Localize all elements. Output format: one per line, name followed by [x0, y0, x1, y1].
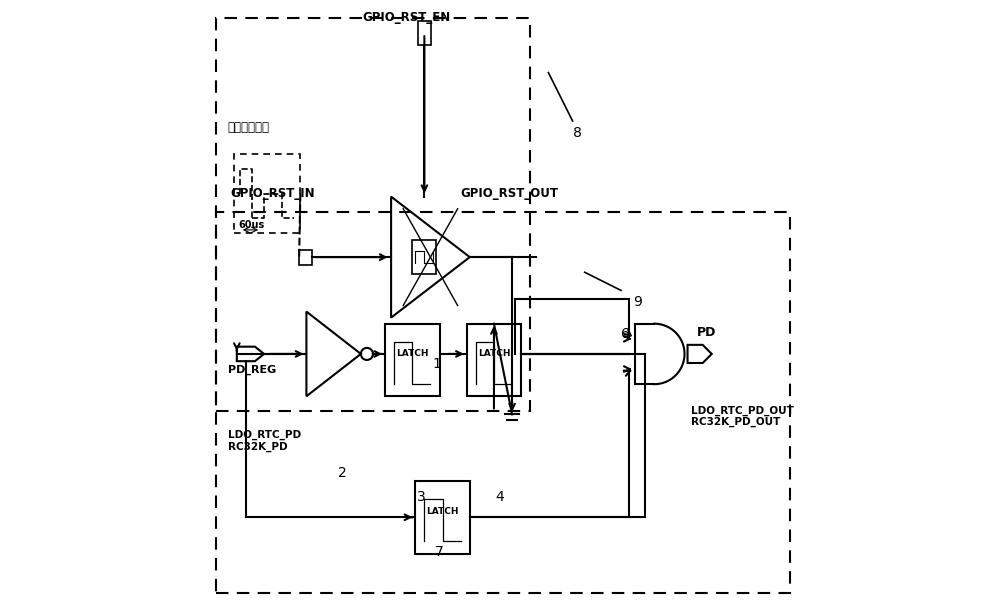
Text: LATCH: LATCH — [478, 350, 510, 358]
Text: 8: 8 — [573, 126, 581, 140]
Text: 外部中断信号: 外部中断信号 — [228, 120, 270, 134]
Text: 60us: 60us — [239, 220, 265, 230]
Text: 9: 9 — [633, 295, 642, 310]
Text: 2: 2 — [338, 466, 347, 480]
Text: PD: PD — [697, 326, 716, 339]
Text: GPIO_RST_OUT: GPIO_RST_OUT — [461, 187, 559, 200]
Text: 6: 6 — [621, 327, 630, 341]
Text: PD_REG: PD_REG — [228, 365, 276, 375]
Text: 1: 1 — [432, 357, 441, 371]
Text: GPIO_RST_EN: GPIO_RST_EN — [362, 11, 450, 24]
Text: LDO_RTC_PD_OUT
RC32K_PD_OUT: LDO_RTC_PD_OUT RC32K_PD_OUT — [691, 405, 793, 428]
Text: LATCH: LATCH — [426, 507, 459, 515]
Text: 4: 4 — [496, 490, 504, 504]
Text: 7: 7 — [435, 544, 444, 558]
Text: GPIO_RST_IN: GPIO_RST_IN — [231, 187, 315, 200]
Text: LDO_RTC_PD
RC32K_PD: LDO_RTC_PD RC32K_PD — [228, 430, 301, 452]
Text: LATCH: LATCH — [396, 350, 429, 358]
Text: 3: 3 — [417, 490, 426, 504]
